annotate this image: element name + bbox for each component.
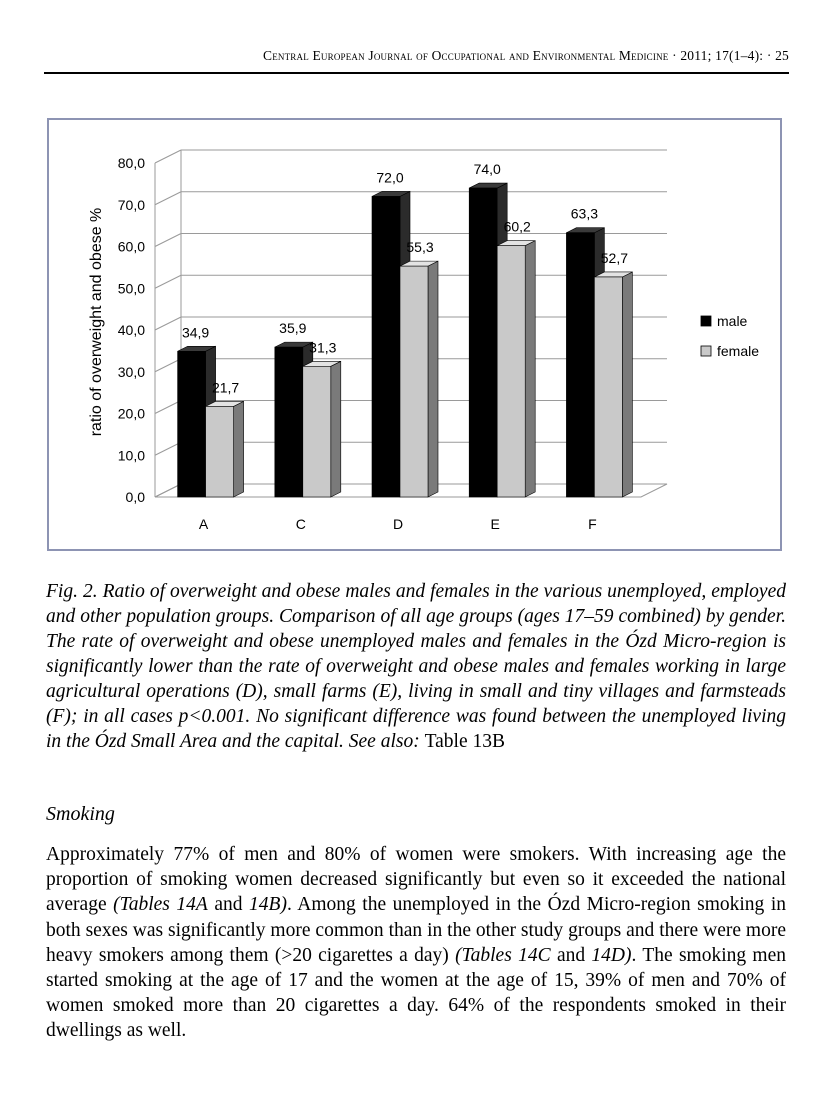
gridline-side xyxy=(154,191,182,206)
x-tick-label: A xyxy=(199,516,209,532)
data-label-male: 35,9 xyxy=(279,320,306,336)
legend-swatch-female xyxy=(700,345,712,357)
bar-female-side xyxy=(427,260,439,498)
bar-male xyxy=(566,232,595,498)
y-axis-label: ratio of overweight and obese % xyxy=(88,208,105,437)
data-label-male: 34,9 xyxy=(182,324,209,340)
bar-male xyxy=(468,187,498,498)
gridline-side xyxy=(154,441,182,456)
bar-female-side xyxy=(330,360,342,498)
citation: · 2011; 17(1–4): · 25 xyxy=(672,48,789,63)
bar-female-side xyxy=(622,271,633,498)
journal-name: Central European Journal of Occupational… xyxy=(263,48,669,63)
y-tick-label: 60,0 xyxy=(118,239,145,255)
gridline-side xyxy=(154,400,182,414)
caption-text: Fig. 2. Ratio of overweight and obese ma… xyxy=(46,581,786,752)
x-tick-label: D xyxy=(393,516,403,532)
bar-female xyxy=(205,406,234,498)
y-tick-label: 10,0 xyxy=(118,447,145,463)
y-tick-label: 80,0 xyxy=(118,155,145,171)
bar-chart: 0,0 10,0 20,0 30,0 40,0 50,0 60,0 70,0 80,0 ratio… xyxy=(88,149,759,532)
gridline-side xyxy=(154,233,182,247)
y-tick-label: 70,0 xyxy=(118,197,145,213)
y-tick-label: 20,0 xyxy=(118,406,145,422)
y-tick-label: 0,0 xyxy=(126,489,146,505)
header-rule xyxy=(44,72,789,74)
body-paragraph: Approximately 77% of men and 80% of wome… xyxy=(46,842,786,1044)
y-tick-label: 40,0 xyxy=(118,322,145,338)
para-text-2: . Among the unemployed in the Ózd Micro-… xyxy=(46,894,786,966)
data-label-female: 52,7 xyxy=(601,250,628,266)
bar-female xyxy=(399,265,429,498)
legend-label-female: female xyxy=(717,343,759,359)
data-label-female: 31,3 xyxy=(309,339,336,355)
table-ref-14c: (Tables 14C xyxy=(455,944,551,966)
gridline-side xyxy=(154,149,182,164)
legend-swatch-male xyxy=(700,315,712,327)
data-label-male: 63,3 xyxy=(571,206,598,222)
data-label-female: 60,2 xyxy=(504,219,531,235)
table-ref-14b: 14B) xyxy=(249,894,287,916)
figure-caption: Fig. 2. Ratio of overweight and obese ma… xyxy=(46,579,786,754)
para-text-3: . The smoking men started smoking at the… xyxy=(46,944,786,1042)
bar-male xyxy=(371,196,401,498)
section-heading: Smoking xyxy=(46,803,115,825)
bar-male xyxy=(274,346,304,498)
data-label-female: 21,7 xyxy=(212,379,239,395)
bar-male xyxy=(177,350,206,498)
data-label-male: 72,0 xyxy=(376,169,403,185)
caption-reference: Table 13B xyxy=(424,731,505,752)
y-tick-label: 50,0 xyxy=(118,280,145,296)
running-header: Central European Journal of Occupational… xyxy=(44,48,789,64)
figure-chart: 0,0 10,0 20,0 30,0 40,0 50,0 60,0 70,0 80,0 ratio… xyxy=(47,118,782,551)
gridline-side xyxy=(154,316,182,331)
x-tick-label: E xyxy=(491,516,500,532)
bar-female xyxy=(302,366,332,498)
bar-female xyxy=(594,276,623,498)
data-label-female: 55,3 xyxy=(406,239,433,255)
legend-label-male: male xyxy=(717,313,748,329)
para-and-2: and xyxy=(556,944,586,966)
x-tick-label: F xyxy=(588,516,597,532)
para-and-1: and xyxy=(214,894,243,916)
x-tick-label: C xyxy=(296,516,306,532)
bar-female-side xyxy=(233,400,244,498)
gridline-side xyxy=(154,274,182,289)
bar-female-side xyxy=(524,240,536,498)
y-tick-label: 30,0 xyxy=(118,364,145,380)
table-ref-14a: (Tables 14A xyxy=(113,894,208,916)
table-ref-14d: 14D) xyxy=(591,944,632,966)
gridline-side xyxy=(154,358,182,373)
data-label-male: 74,0 xyxy=(474,161,501,177)
bar-female xyxy=(496,245,526,498)
para-text-1: Approximately 77% of men and 80% of wome… xyxy=(46,844,786,916)
